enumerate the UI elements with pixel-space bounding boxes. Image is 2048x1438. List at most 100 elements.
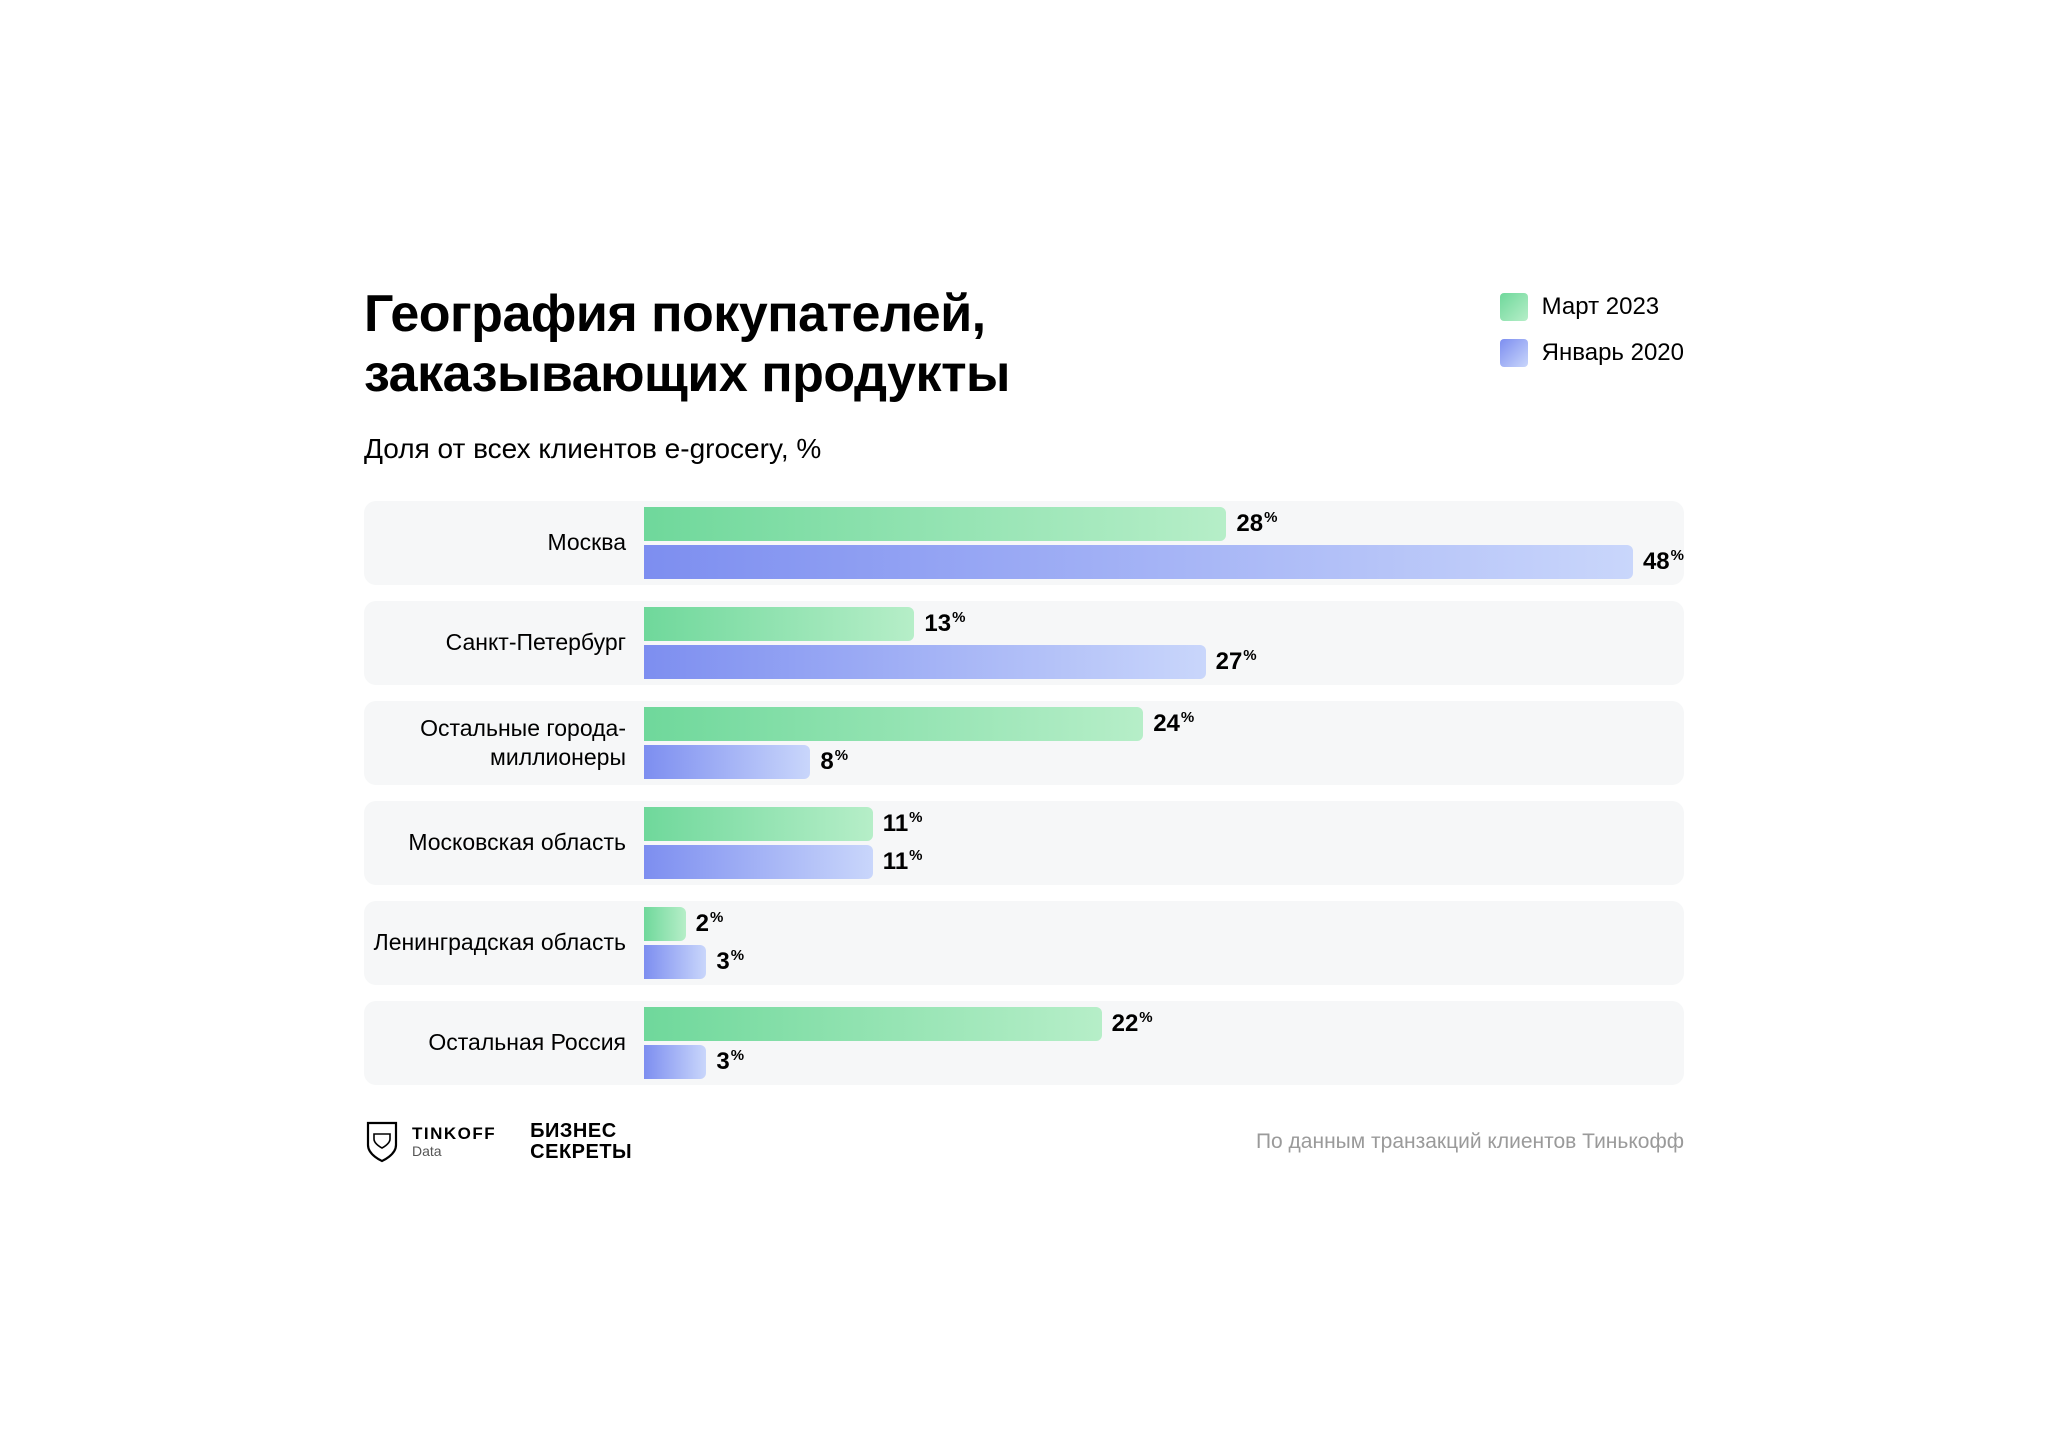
- bar-b: [644, 945, 706, 979]
- chart-subtitle: Доля от всех клиентов e-grocery, %: [364, 433, 1684, 465]
- bars-area: 13%27%: [644, 601, 1684, 685]
- bar-line-a: 22%: [644, 1007, 1684, 1041]
- row-label: Московская область: [364, 801, 644, 885]
- bar-line-b: 8%: [644, 745, 1684, 779]
- bar-a: [644, 907, 686, 941]
- bar-b: [644, 545, 1633, 579]
- bar-a: [644, 707, 1143, 741]
- bar-line-a: 2%: [644, 907, 1684, 941]
- bar-value-a: 11%: [883, 809, 923, 838]
- bars-area: 22%3%: [644, 1001, 1684, 1085]
- source-text: По данным транзакций клиентов Тинькофф: [1256, 1130, 1684, 1154]
- bar-a: [644, 507, 1226, 541]
- bar-value-number: 3: [716, 1048, 729, 1075]
- bar-value-number: 11: [883, 848, 908, 875]
- bar-value-number: 27: [1216, 648, 1243, 675]
- bar-line-a: 24%: [644, 707, 1684, 741]
- legend: Март 2023 Январь 2020: [1500, 285, 1684, 367]
- bar-a: [644, 1007, 1102, 1041]
- row-label: Санкт-Петербург: [364, 601, 644, 685]
- row-label: Москва: [364, 501, 644, 585]
- chart-row: Остальная Россия22%3%: [364, 1001, 1684, 1085]
- percent-sign: %: [952, 609, 965, 626]
- percent-sign: %: [835, 747, 848, 764]
- percent-sign: %: [731, 947, 744, 964]
- title-line-2: заказывающих продукты: [364, 345, 1010, 403]
- tinkoff-text: TINKOFF Data: [412, 1125, 496, 1158]
- chart-row: Ленинградская область2%3%: [364, 901, 1684, 985]
- bar-line-b: 11%: [644, 845, 1684, 879]
- bar-value-a: 24%: [1153, 709, 1194, 738]
- bar-a: [644, 607, 914, 641]
- title-line-1: География покупателей,: [364, 285, 986, 343]
- percent-sign: %: [731, 1047, 744, 1064]
- bar-line-b: 3%: [644, 1045, 1684, 1079]
- chart-row: Санкт-Петербург13%27%: [364, 601, 1684, 685]
- bar-value-number: 3: [716, 948, 729, 975]
- bars-area: 11%11%: [644, 801, 1684, 885]
- bar-value-number: 28: [1236, 510, 1263, 537]
- bar-chart: Москва28%48%Санкт-Петербург13%27%Остальн…: [364, 501, 1684, 1085]
- bar-value-b: 3%: [716, 1047, 744, 1076]
- percent-sign: %: [909, 809, 922, 826]
- bar-line-b: 3%: [644, 945, 1684, 979]
- bar-value-a: 22%: [1112, 1009, 1153, 1038]
- chart-title: География покупателей, заказывающих прод…: [364, 285, 1010, 405]
- bar-line-b: 27%: [644, 645, 1684, 679]
- bar-value-number: 24: [1153, 710, 1180, 737]
- percent-sign: %: [1671, 547, 1684, 564]
- percent-sign: %: [710, 909, 723, 926]
- bar-a: [644, 807, 873, 841]
- bar-value-b: 11%: [883, 847, 923, 876]
- bar-value-b: 27%: [1216, 647, 1257, 676]
- biz-secrets-brand: БИЗНЕС СЕКРЕТЫ: [530, 1121, 632, 1163]
- legend-item-series-a: Март 2023: [1500, 293, 1684, 321]
- header-row: География покупателей, заказывающих прод…: [364, 285, 1684, 405]
- chart-row: Москва28%48%: [364, 501, 1684, 585]
- footer: TINKOFF Data БИЗНЕС СЕКРЕТЫ По данным тр…: [364, 1121, 1684, 1163]
- shield-icon: [364, 1121, 400, 1163]
- row-label: Остальная Россия: [364, 1001, 644, 1085]
- bar-b: [644, 645, 1206, 679]
- bars-area: 28%48%: [644, 501, 1684, 585]
- brand2-line2: СЕКРЕТЫ: [530, 1142, 632, 1163]
- bar-value-number: 22: [1112, 1010, 1139, 1037]
- bar-value-number: 8: [820, 748, 833, 775]
- bar-value-number: 48: [1643, 548, 1670, 575]
- bar-line-b: 48%: [644, 545, 1684, 579]
- bar-value-a: 2%: [696, 909, 724, 938]
- tinkoff-brand: TINKOFF Data: [364, 1121, 496, 1163]
- row-label: Ленинградская область: [364, 901, 644, 985]
- percent-sign: %: [1243, 647, 1256, 664]
- bar-line-a: 28%: [644, 507, 1684, 541]
- bar-value-b: 3%: [716, 947, 744, 976]
- bar-b: [644, 1045, 706, 1079]
- bar-value-a: 28%: [1236, 509, 1277, 538]
- percent-sign: %: [1139, 1009, 1152, 1026]
- legend-swatch-a: [1500, 293, 1528, 321]
- percent-sign: %: [1181, 709, 1194, 726]
- percent-sign: %: [1264, 509, 1277, 526]
- row-label: Остальные города-миллионеры: [364, 701, 644, 785]
- chart-row: Московская область11%11%: [364, 801, 1684, 885]
- chart-row: Остальные города-миллионеры24%8%: [364, 701, 1684, 785]
- bar-b: [644, 845, 873, 879]
- bar-value-number: 11: [883, 810, 908, 837]
- bar-line-a: 13%: [644, 607, 1684, 641]
- chart-card: География покупателей, заказывающих прод…: [304, 235, 1744, 1203]
- legend-swatch-b: [1500, 339, 1528, 367]
- bar-value-b: 48%: [1643, 547, 1684, 576]
- bar-value-number: 2: [696, 910, 709, 937]
- legend-item-series-b: Январь 2020: [1500, 339, 1684, 367]
- percent-sign: %: [909, 847, 922, 864]
- bar-b: [644, 745, 810, 779]
- legend-label-b: Январь 2020: [1542, 339, 1684, 367]
- bar-value-b: 8%: [820, 747, 848, 776]
- legend-label-a: Март 2023: [1542, 293, 1659, 321]
- brand2-line1: БИЗНЕС: [530, 1121, 632, 1142]
- bars-area: 2%3%: [644, 901, 1684, 985]
- brand1-bottom: Data: [412, 1144, 496, 1158]
- brand1-top: TINKOFF: [412, 1125, 496, 1142]
- bars-area: 24%8%: [644, 701, 1684, 785]
- bar-value-number: 13: [924, 610, 951, 637]
